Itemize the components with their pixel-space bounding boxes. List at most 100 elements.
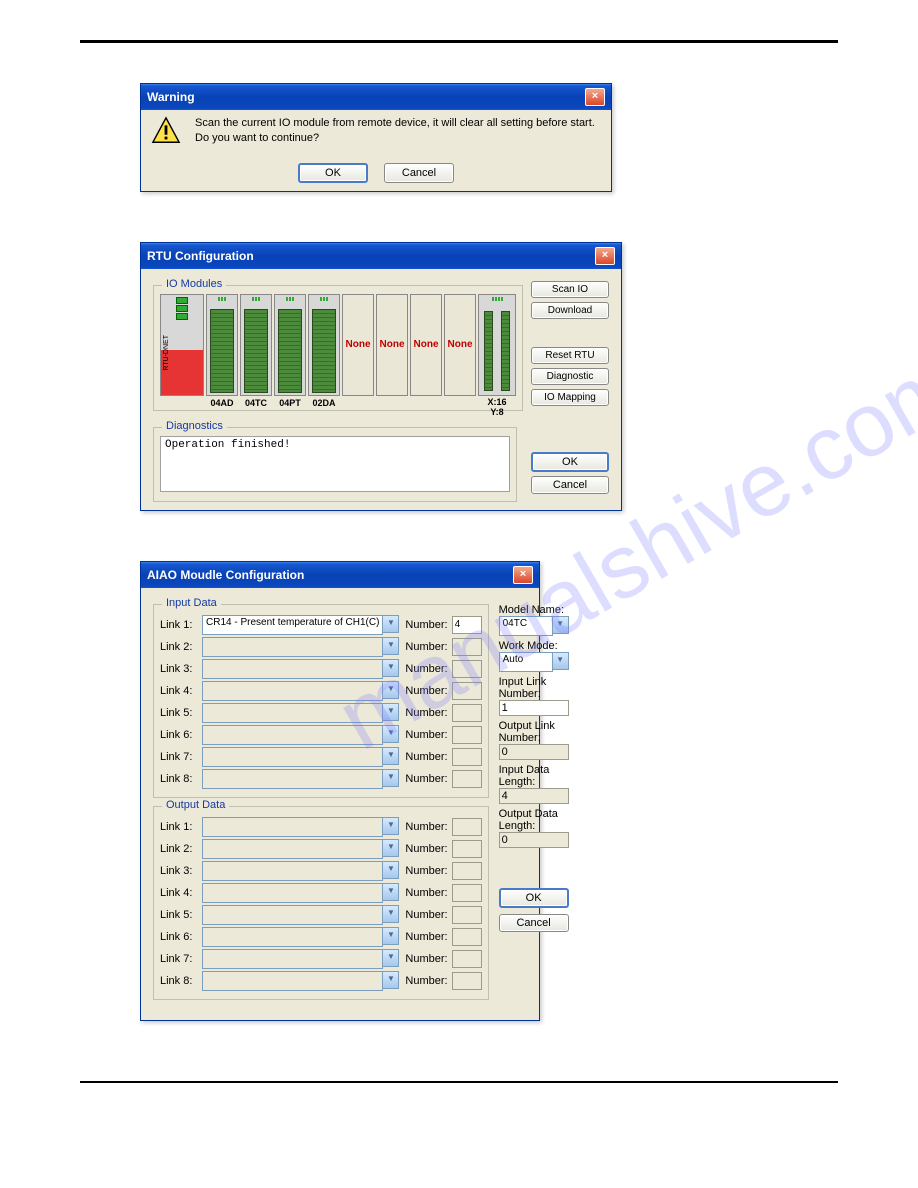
- input-link-num-field[interactable]: [499, 700, 569, 716]
- output-link-row: Link 2:▼Number:: [160, 839, 482, 859]
- output-link-number: [452, 818, 482, 836]
- input-link-row: Link 3:▼Number:: [160, 659, 482, 679]
- number-label: Number:: [405, 751, 447, 763]
- module-slot-empty-2[interactable]: None: [376, 294, 408, 396]
- link-label: Link 2:: [160, 641, 198, 653]
- output-link-select: ▼: [202, 949, 399, 969]
- output-link-number: [452, 950, 482, 968]
- number-label: Number:: [405, 641, 447, 653]
- module-name-2: 04TC: [245, 398, 267, 408]
- input-link-number: [452, 704, 482, 722]
- number-label: Number:: [405, 821, 447, 833]
- output-link-number: [452, 862, 482, 880]
- work-mode-select[interactable]: Auto ▼: [499, 652, 569, 672]
- output-link-number: [452, 906, 482, 924]
- page-top-rule: [80, 40, 838, 43]
- download-button[interactable]: Download: [531, 302, 609, 319]
- aiao-title: AIAO Moudle Configuration: [147, 568, 304, 582]
- output-link-number: [452, 972, 482, 990]
- model-name-select[interactable]: 04TC ▼: [499, 616, 569, 636]
- number-label: Number:: [405, 729, 447, 741]
- output-data-group: Output Data Link 1:▼Number:Link 2:▼Numbe…: [153, 806, 489, 1000]
- warning-message: Scan the current IO module from remote d…: [195, 116, 595, 147]
- reset-rtu-button[interactable]: Reset RTU: [531, 347, 609, 364]
- output-link-row: Link 4:▼Number:: [160, 883, 482, 903]
- input-link-number[interactable]: [452, 616, 482, 634]
- output-link-num-label: Output Link Number:: [499, 720, 569, 744]
- diagnostics-label: Diagnostics: [162, 420, 227, 432]
- chevron-down-icon: ▼: [382, 725, 399, 743]
- output-link-select: ▼: [202, 883, 399, 903]
- number-label: Number:: [405, 663, 447, 675]
- chevron-down-icon: ▼: [382, 747, 399, 765]
- input-link-number: [452, 770, 482, 788]
- input-data-group: Input Data Link 1:CR14 - Present tempera…: [153, 604, 489, 798]
- output-link-select: ▼: [202, 817, 399, 837]
- link-label: Link 1:: [160, 619, 198, 631]
- chevron-down-icon: ▼: [382, 703, 399, 721]
- link-label: Link 7:: [160, 953, 198, 965]
- aiao-ok-button[interactable]: OK: [499, 888, 569, 908]
- module-slot-empty-1[interactable]: None: [342, 294, 374, 396]
- module-slot-2[interactable]: [240, 294, 272, 396]
- module-slot-4[interactable]: [308, 294, 340, 396]
- io-modules-group: IO Modules RTU-DNET: [153, 285, 523, 411]
- aiao-cancel-button[interactable]: Cancel: [499, 914, 569, 932]
- number-label: Number:: [405, 843, 447, 855]
- warning-line2: Do you want to continue?: [195, 131, 595, 146]
- link-label: Link 6:: [160, 729, 198, 741]
- number-label: Number:: [405, 619, 447, 631]
- scan-io-button[interactable]: Scan IO: [531, 281, 609, 298]
- input-link-select: ▼: [202, 703, 399, 723]
- chevron-down-icon: ▼: [382, 927, 399, 945]
- input-link-select: ▼: [202, 725, 399, 745]
- input-link-select[interactable]: CR14 - Present temperature of CH1(C)▼: [202, 615, 399, 635]
- chevron-down-icon: ▼: [382, 637, 399, 655]
- chevron-down-icon: ▼: [382, 839, 399, 857]
- tail-label: X:16 Y:8: [487, 398, 506, 418]
- module-slot-empty-4[interactable]: None: [444, 294, 476, 396]
- rtu-titlebar: RTU Configuration ×: [141, 243, 621, 269]
- close-icon[interactable]: ×: [513, 566, 533, 584]
- output-link-number: [452, 884, 482, 902]
- input-link-row: Link 5:▼Number:: [160, 703, 482, 723]
- rtu-head-module[interactable]: RTU-DNET: [160, 294, 204, 396]
- module-slot-1[interactable]: [206, 294, 238, 396]
- io-modules-label: IO Modules: [162, 278, 226, 290]
- module-slot-3[interactable]: [274, 294, 306, 396]
- input-link-row: Link 2: ▼ Number:: [160, 637, 482, 657]
- io-mapping-button[interactable]: IO Mapping: [531, 389, 609, 406]
- chevron-down-icon: ▼: [552, 616, 569, 634]
- chevron-down-icon: ▼: [382, 681, 399, 699]
- output-link-select: ▼: [202, 905, 399, 925]
- input-data-len-field: [499, 788, 569, 804]
- output-link-select: ▼: [202, 861, 399, 881]
- input-link-number: [452, 638, 482, 656]
- input-link-select: ▼: [202, 681, 399, 701]
- input-link-row: Link 4:▼Number:: [160, 681, 482, 701]
- diagnostic-button[interactable]: Diagnostic: [531, 368, 609, 385]
- warning-line1: Scan the current IO module from remote d…: [195, 116, 595, 131]
- output-link-select: ▼: [202, 927, 399, 947]
- module-slot-empty-3[interactable]: None: [410, 294, 442, 396]
- rtu-cancel-button[interactable]: Cancel: [531, 476, 609, 494]
- module-name-3: 04PT: [279, 398, 301, 408]
- warning-icon: [151, 116, 181, 146]
- chevron-down-icon: ▼: [382, 817, 399, 835]
- rtu-title: RTU Configuration: [147, 249, 254, 263]
- model-name-label: Model Name:: [499, 604, 569, 616]
- input-link-select: ▼: [202, 659, 399, 679]
- rtu-config-dialog: RTU Configuration × IO Modules: [140, 242, 622, 511]
- number-label: Number:: [405, 931, 447, 943]
- diagnostics-group: Diagnostics Operation finished!: [153, 427, 517, 502]
- module-tail[interactable]: [478, 294, 516, 396]
- output-link-num-field: [499, 744, 569, 760]
- close-icon[interactable]: ×: [585, 88, 605, 106]
- warning-ok-button[interactable]: OK: [298, 163, 368, 183]
- rtu-ok-button[interactable]: OK: [531, 452, 609, 472]
- warning-cancel-button[interactable]: Cancel: [384, 163, 454, 183]
- chevron-down-icon: ▼: [382, 949, 399, 967]
- chevron-down-icon: ▼: [382, 615, 399, 633]
- diagnostics-textarea[interactable]: Operation finished!: [160, 436, 510, 492]
- close-icon[interactable]: ×: [595, 247, 615, 265]
